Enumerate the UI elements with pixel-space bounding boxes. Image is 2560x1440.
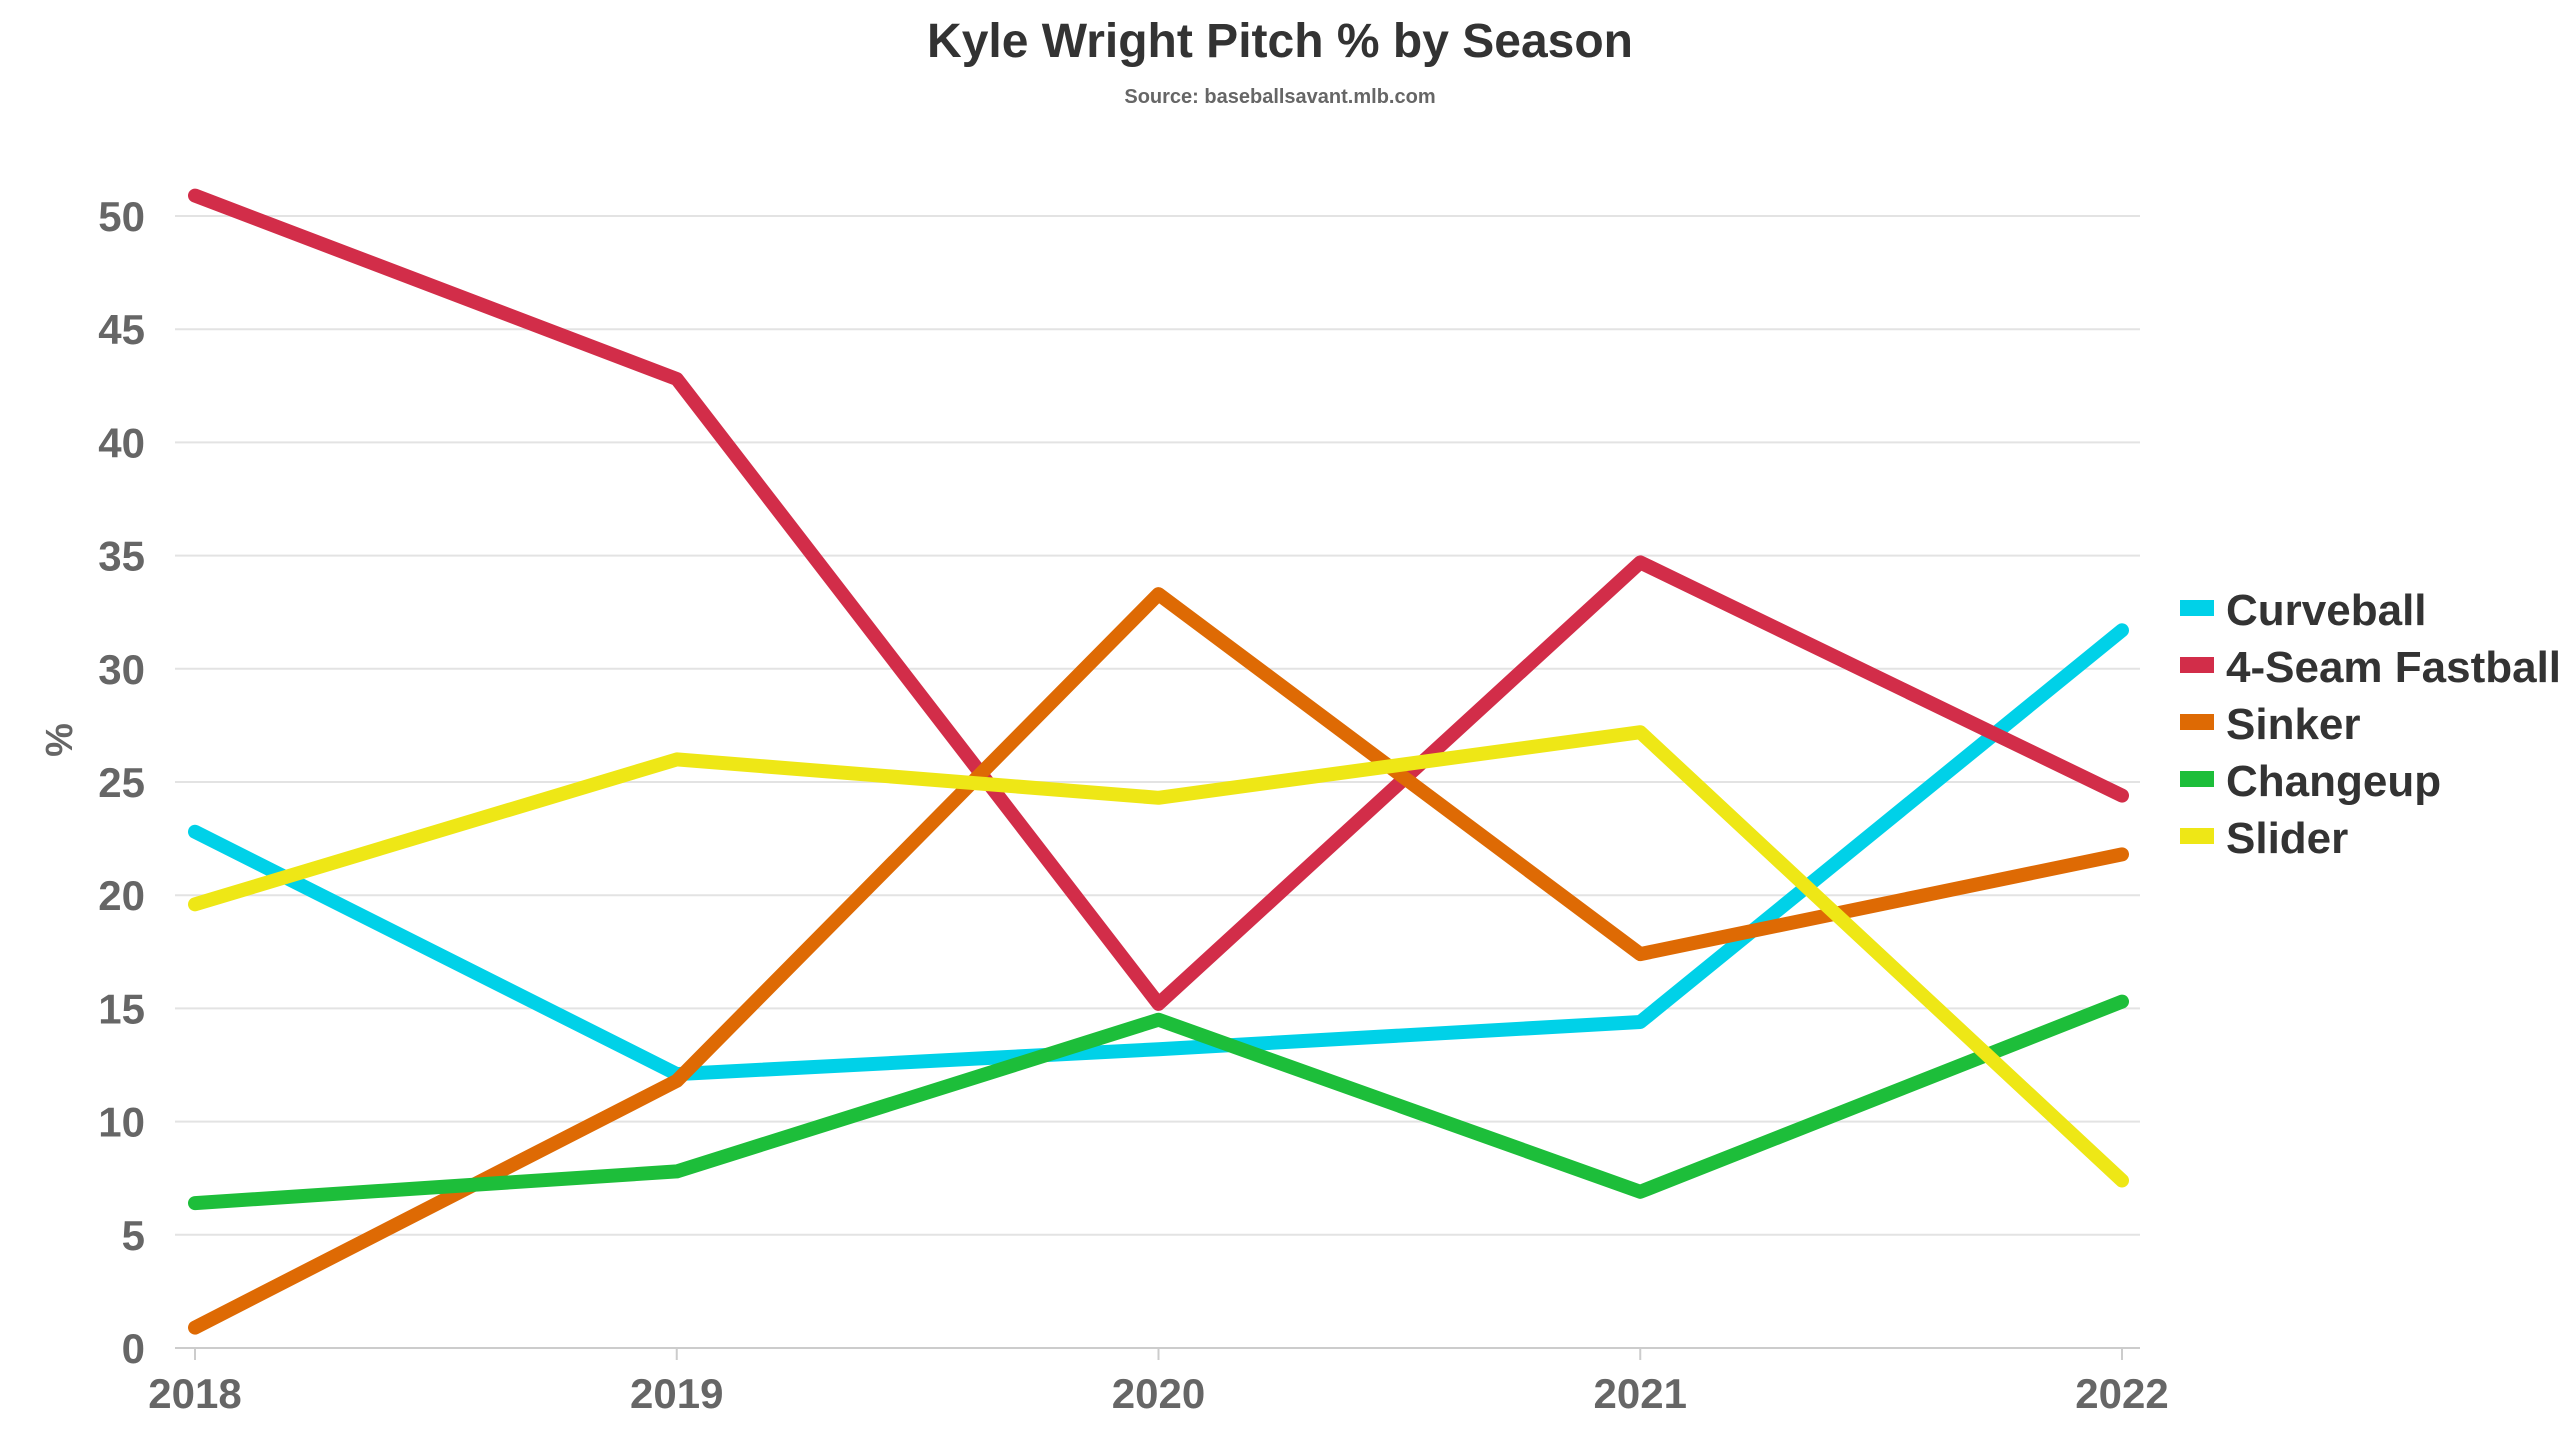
series-lines: [188, 188, 2129, 1335]
legend-label: Sinker: [2226, 700, 2361, 749]
legend-swatch: [2180, 600, 2214, 616]
legend-label: Slider: [2226, 814, 2348, 863]
legend: Curveball 4-Seam Fastball Sinker Changeup Sl…: [2180, 586, 2560, 863]
chart-title: Kyle Wright Pitch % by Season: [927, 15, 1633, 68]
grid: [175, 215, 2140, 1236]
y-tick-label: 35: [98, 533, 145, 580]
y-tick-label: 30: [98, 646, 145, 693]
y-tick-label: 25: [98, 759, 145, 806]
x-tick-label: 2018: [148, 1370, 241, 1417]
y-tick-label: 50: [98, 193, 145, 240]
series-line-slider: [188, 725, 2129, 1188]
y-tick-label: 5: [122, 1212, 145, 1259]
series-line-sinker: [188, 587, 2129, 1335]
series-line-changeup: [188, 994, 2129, 1211]
y-tick-label: 45: [98, 306, 145, 353]
legend-swatch: [2180, 771, 2214, 787]
legend-swatch: [2180, 828, 2214, 844]
y-tick-label: 20: [98, 872, 145, 919]
legend-label: Curveball: [2226, 586, 2427, 635]
series-line-4-seam-fastball: [188, 188, 2129, 1011]
legend-swatch: [2180, 714, 2214, 730]
chart-subtitle: Source: baseballsavant.mlb.com: [1124, 86, 1436, 108]
x-tick-label: 2020: [1112, 1370, 1205, 1417]
x-tick-label: 2021: [1594, 1370, 1687, 1417]
legend-label: Changeup: [2226, 757, 2441, 806]
legend-label: 4-Seam Fastball: [2226, 643, 2560, 692]
y-tick-label: 0: [122, 1325, 145, 1372]
axes: 0 5 10 15 20 25 30 35 40 45 50 2018 2019 2020 2021 2022…: [39, 193, 2169, 1417]
series-line-curveball: [188, 623, 2129, 1082]
x-tick-label: 2022: [2075, 1370, 2168, 1417]
y-tick-label: 40: [98, 419, 145, 466]
legend-swatch: [2180, 657, 2214, 673]
y-tick-label: 15: [98, 985, 145, 1032]
y-axis-title: %: [39, 723, 81, 757]
y-tick-label: 10: [98, 1099, 145, 1146]
x-tick-label: 2019: [630, 1370, 723, 1417]
